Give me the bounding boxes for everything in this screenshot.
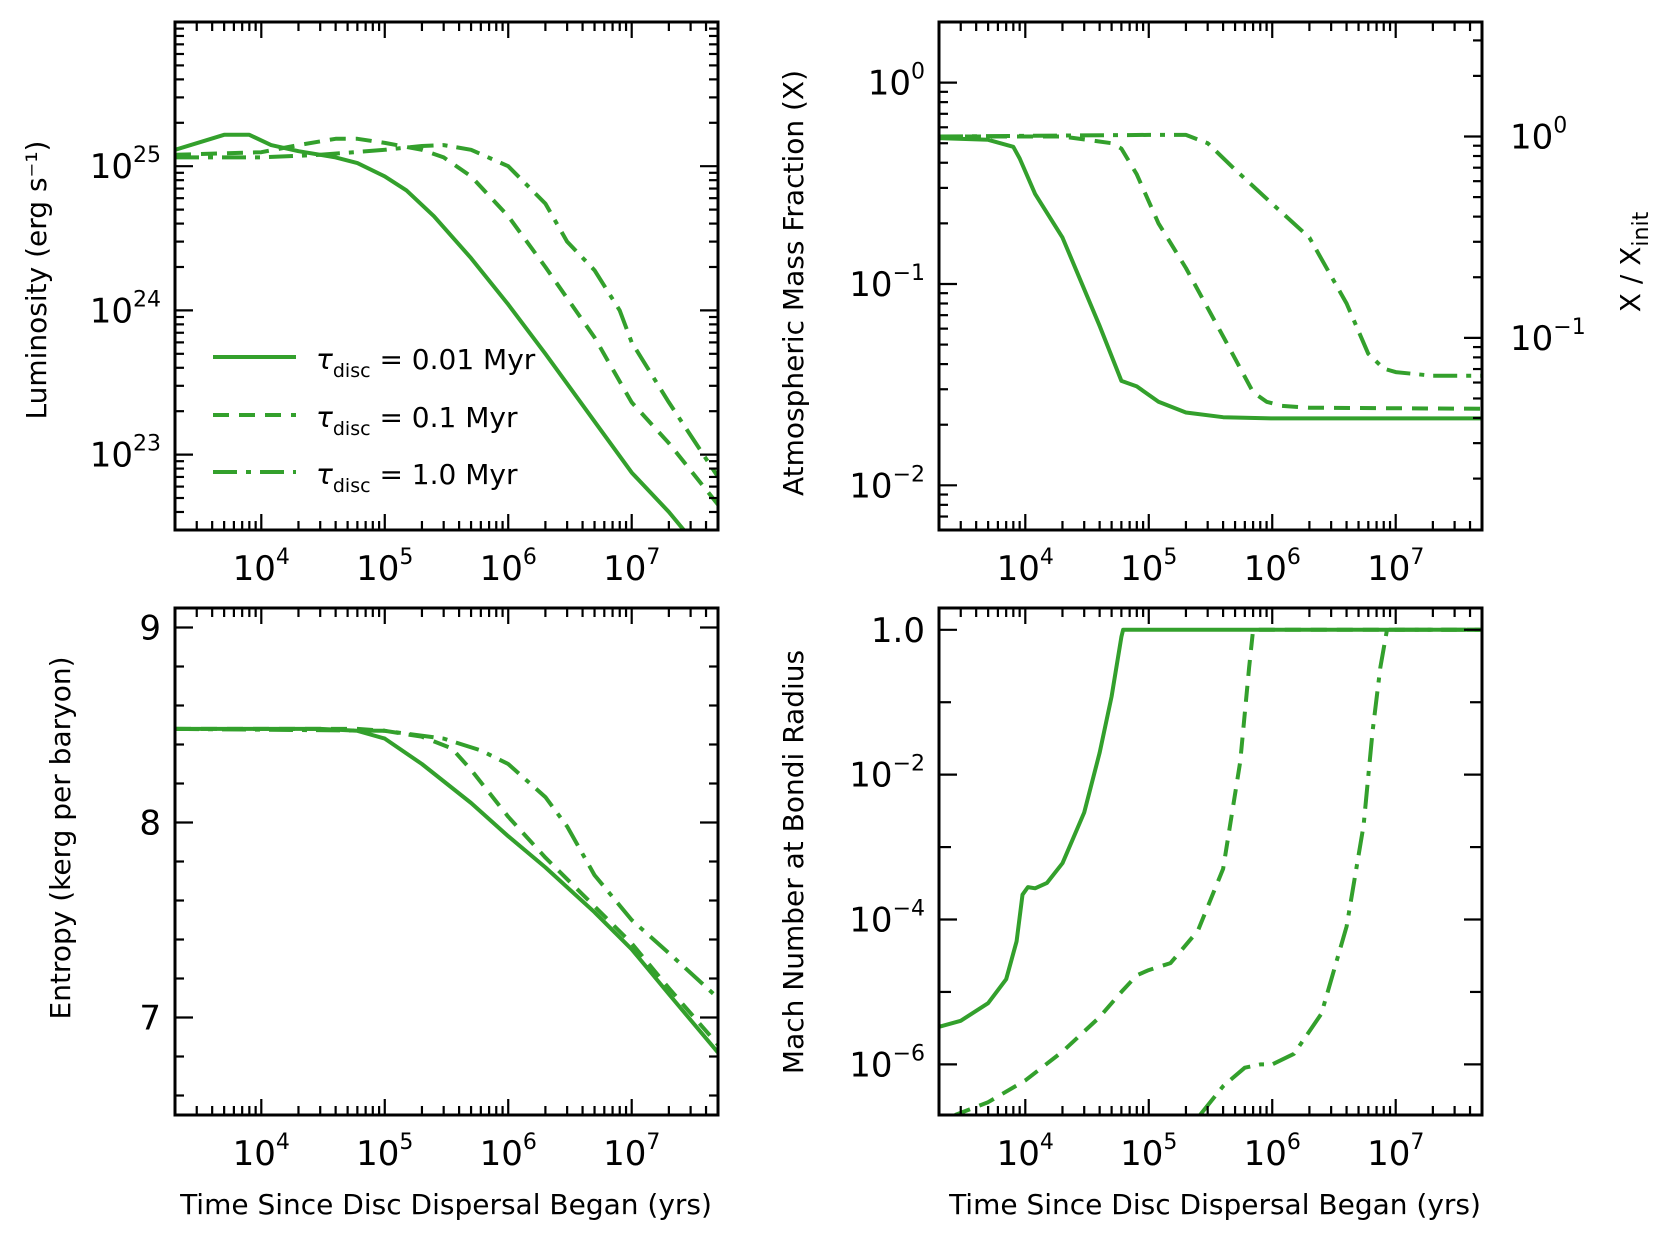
mach-series-solid xyxy=(939,627,1482,1029)
entropy-xtick-label: 105 xyxy=(356,1130,413,1174)
mach-xticks xyxy=(937,608,1484,1115)
legend-entry-dashed: τdisc = 0.1 Myr xyxy=(213,401,518,440)
mach-ytick-label: 10−2 xyxy=(849,752,925,796)
legend-entry-dashdot: τdisc = 1.0 Myr xyxy=(213,458,518,497)
mass-fraction-series-solid xyxy=(939,136,1482,421)
svg-text:X / Xinit: X / Xinit xyxy=(1614,211,1654,312)
mach-series-group xyxy=(939,627,1482,1115)
luminosity-panel: Luminosity (erg s⁻¹) 104 105 106 107 1023 102… xyxy=(20,20,720,589)
mach-yticks xyxy=(939,628,1482,1066)
luminosity-xtick-label: 106 xyxy=(480,545,537,589)
mass-fraction-ytick-label: 100 xyxy=(868,60,925,104)
mass-fraction-ytick-label: 10−1 xyxy=(849,261,925,305)
legend: τdisc = 0.01 Myr τdisc = 0.1 Myr τdisc =… xyxy=(213,343,536,497)
entropy-xticks xyxy=(173,608,720,1115)
luminosity-xtick-label: 104 xyxy=(233,545,290,589)
mach-ylabel: Mach Number at Bondi Radius xyxy=(777,650,810,1074)
entropy-xlabel: Time Since Disc Dispersal Began (yrs) xyxy=(179,1188,712,1221)
entropy-panel: Entropy (kerg per baryon) Time Since Dis… xyxy=(44,606,720,1221)
entropy-ytick-label: 9 xyxy=(139,609,161,649)
mass-fraction-series-dashed xyxy=(939,134,1482,411)
luminosity-ytick-label: 1023 xyxy=(90,432,161,476)
luminosity-ytick-label: 1025 xyxy=(90,143,161,187)
mass-fraction-ytick-label: 10−2 xyxy=(849,462,925,506)
mass-fraction-series-group xyxy=(939,132,1482,421)
legend-label-dashed: τdisc = 0.1 Myr xyxy=(316,401,518,440)
mass-fraction-ylabel2: X / Xinit xyxy=(1614,211,1654,312)
mach-xtick-label: 107 xyxy=(1367,1130,1424,1174)
mass-fraction-xticks xyxy=(937,22,1484,530)
entropy-series-solid xyxy=(175,726,718,1054)
legend-entry-solid: τdisc = 0.01 Myr xyxy=(213,343,536,382)
luminosity-frame xyxy=(173,20,720,532)
mach-ytick-label: 10−6 xyxy=(849,1041,925,1085)
entropy-xtick-label: 106 xyxy=(480,1130,537,1174)
mach-xtick-label: 105 xyxy=(1120,1130,1177,1174)
luminosity-series-dashed xyxy=(175,136,718,506)
ylabel2-sub: init xyxy=(1629,211,1654,246)
mass-fraction-series-dashdot xyxy=(939,132,1482,378)
entropy-series-group xyxy=(175,726,718,1054)
luminosity-ylabel: Luminosity (erg s⁻¹) xyxy=(20,141,53,420)
mass-fraction-xtick-label: 104 xyxy=(997,545,1054,589)
ylabel2-main: X / X xyxy=(1614,247,1647,313)
entropy-series-dashdot xyxy=(175,726,718,1000)
luminosity-series-group xyxy=(175,132,718,530)
mach-frame xyxy=(937,606,1484,1117)
legend-label-solid: τdisc = 0.01 Myr xyxy=(316,343,536,382)
mass-fraction-xtick-label: 107 xyxy=(1367,545,1424,589)
mass-fraction-yticks xyxy=(939,20,1482,532)
legend-label-dashdot: τdisc = 1.0 Myr xyxy=(316,458,518,497)
entropy-yticks xyxy=(175,626,718,1097)
entropy-ytick-label: 7 xyxy=(139,999,161,1039)
entropy-frame xyxy=(173,606,720,1117)
mach-xtick-label: 106 xyxy=(1244,1130,1301,1174)
mach-xlabel: Time Since Disc Dispersal Began (yrs) xyxy=(948,1188,1481,1221)
mass-fraction-xtick-label: 106 xyxy=(1244,545,1301,589)
mach-ytick-label: 10−4 xyxy=(849,897,925,941)
luminosity-ytick-label: 1024 xyxy=(90,287,161,331)
entropy-ylabel: Entropy (kerg per baryon) xyxy=(44,657,77,1020)
mass-fraction-frame xyxy=(937,20,1484,532)
mass-fraction-panel: Atmospheric Mass Fraction (X) X / Xinit … xyxy=(777,20,1654,589)
luminosity-yticks xyxy=(175,20,718,532)
mach-series-dashdot xyxy=(1198,627,1482,1115)
luminosity-xtick-label: 105 xyxy=(356,545,413,589)
entropy-xtick-label: 104 xyxy=(233,1130,290,1174)
luminosity-xticks xyxy=(173,22,720,530)
mach-ytick-label: 1.0 xyxy=(871,611,925,651)
luminosity-series-dashdot xyxy=(175,143,718,479)
luminosity-series-solid xyxy=(175,132,687,530)
entropy-ytick-label: 8 xyxy=(139,804,161,844)
mach-panel: Mach Number at Bondi Radius Time Since D… xyxy=(777,606,1484,1221)
mach-xtick-label: 104 xyxy=(997,1130,1054,1174)
luminosity-xtick-label: 107 xyxy=(603,545,660,589)
entropy-series-dashed xyxy=(175,726,718,1047)
entropy-xtick-label: 107 xyxy=(603,1130,660,1174)
mach-series-dashed xyxy=(954,627,1482,1115)
mass-fraction-ylabel: Atmospheric Mass Fraction (X) xyxy=(777,70,810,496)
mass-fraction-y2tick-label: 10−1 xyxy=(1510,315,1586,359)
mass-fraction-xtick-label: 105 xyxy=(1120,545,1177,589)
mass-fraction-y2tick-label: 100 xyxy=(1510,113,1567,157)
